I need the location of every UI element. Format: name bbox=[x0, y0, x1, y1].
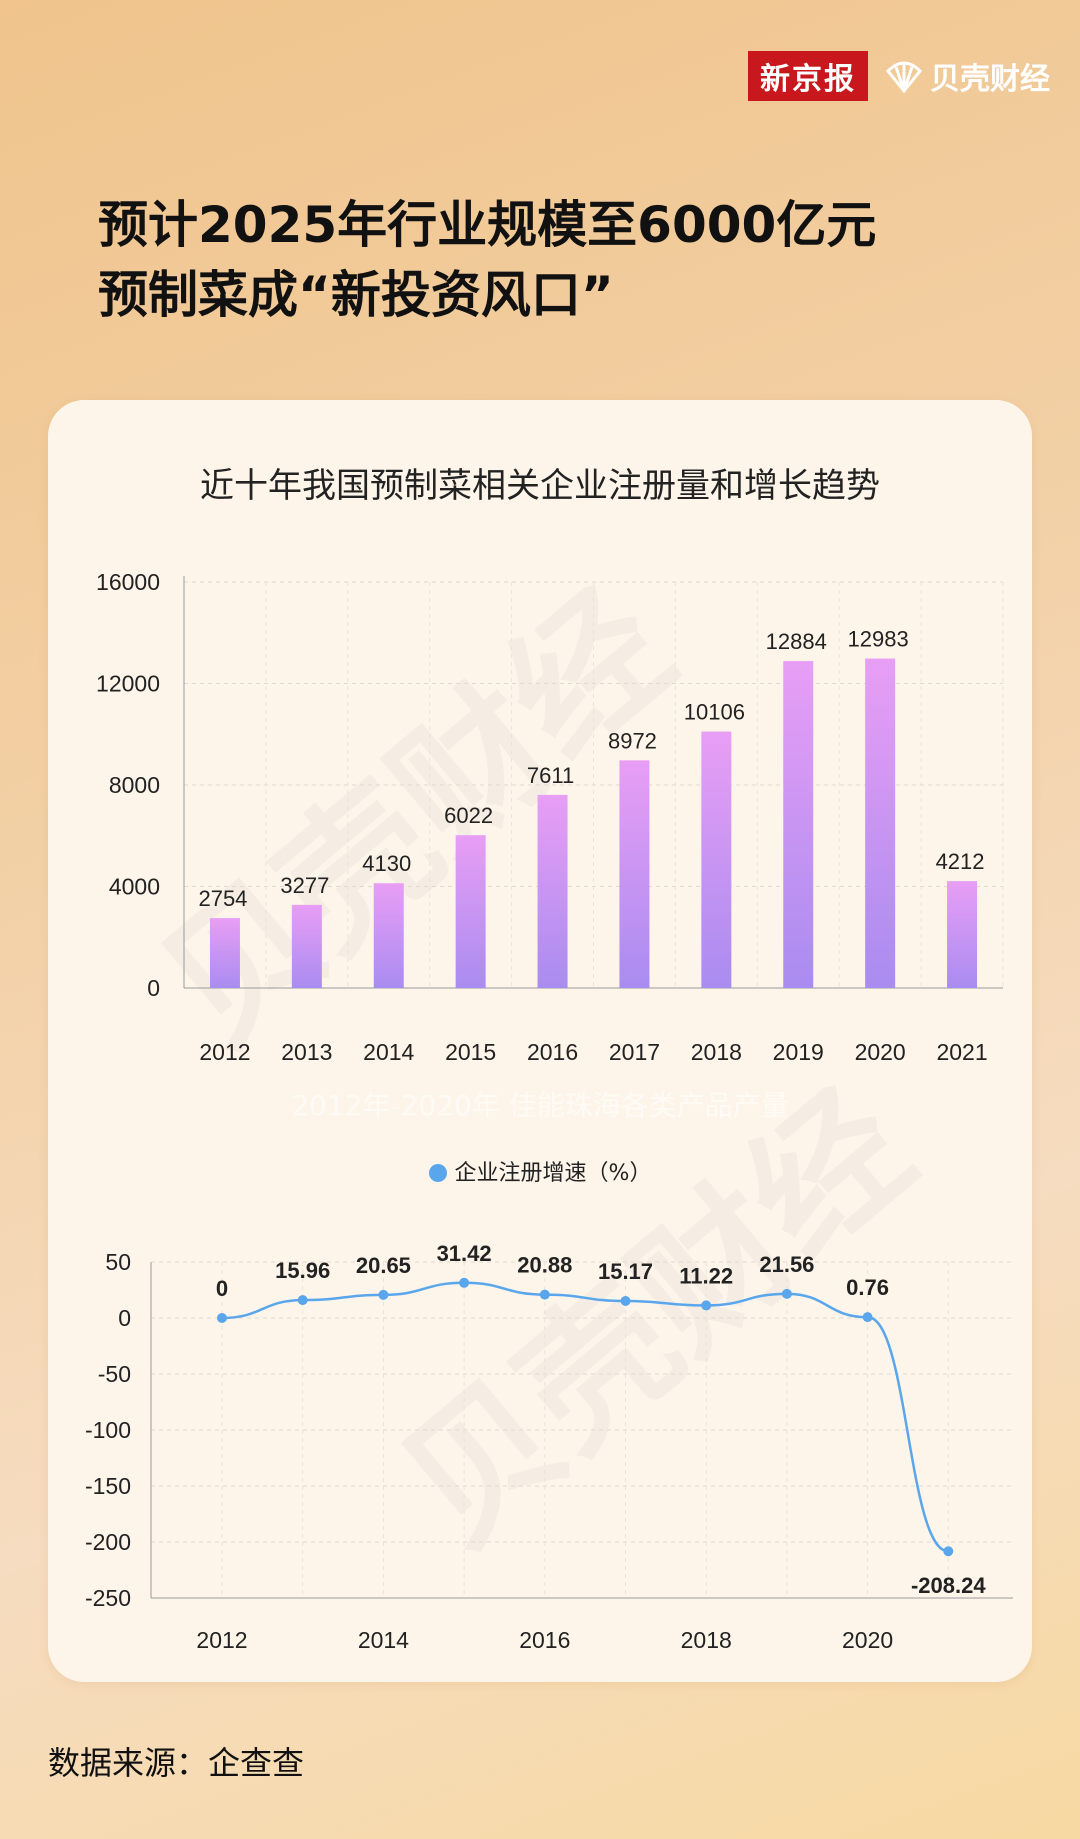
data-point bbox=[459, 1277, 470, 1288]
bar-value-label: 7611 bbox=[527, 763, 574, 788]
bar-value-label: 2754 bbox=[198, 886, 247, 911]
data-point bbox=[378, 1289, 389, 1300]
x-tick-label: 2020 bbox=[842, 1627, 893, 1653]
x-tick-label: 2016 bbox=[527, 1039, 578, 1065]
x-tick-label: 2012 bbox=[199, 1039, 250, 1065]
bar-chart-title: 近十年我国预制菜相关企业注册量和增长趋势 bbox=[200, 466, 880, 506]
xinjingbao-logo: 新京报 bbox=[748, 51, 868, 101]
y-tick-label: -150 bbox=[85, 1473, 131, 1499]
y-tick-label: -50 bbox=[98, 1361, 131, 1387]
point-value-label: 20.65 bbox=[356, 1253, 411, 1278]
data-point bbox=[539, 1289, 550, 1300]
bar bbox=[291, 904, 322, 988]
chart-card: 贝壳财经 贝壳财经 近十年我国预制菜相关企业注册量和增长趋势 0 4000 8000… bbox=[48, 400, 1032, 1682]
legend-dot-icon bbox=[428, 1164, 447, 1182]
x-tick-label: 2021 bbox=[936, 1039, 987, 1065]
data-point bbox=[297, 1295, 308, 1306]
beike-logo: 贝壳财经 bbox=[884, 54, 1050, 98]
legend-label: 企业注册增速（%） bbox=[454, 1161, 652, 1186]
x-tick-label: 2019 bbox=[773, 1039, 824, 1065]
x-tick-label: 2020 bbox=[855, 1039, 906, 1065]
data-point bbox=[943, 1546, 954, 1557]
beike-logo-text: 贝壳财经 bbox=[930, 62, 1050, 97]
x-tick-label: 2018 bbox=[691, 1039, 742, 1065]
point-value-label: 15.17 bbox=[598, 1259, 653, 1284]
faded-caption: 2012年-2020年 佳能珠海各类产品产量 bbox=[291, 1089, 789, 1122]
y-tick-label: 0 bbox=[147, 975, 160, 1001]
bar bbox=[947, 881, 978, 988]
bar bbox=[619, 760, 650, 988]
x-tick-label: 2013 bbox=[281, 1039, 332, 1065]
brand-logos: 新京报 贝壳财经 bbox=[748, 51, 1050, 101]
bar bbox=[455, 835, 486, 988]
bar-value-label: 10106 bbox=[684, 700, 745, 725]
y-tick-label: -250 bbox=[85, 1585, 131, 1611]
bar-value-label: 12884 bbox=[766, 629, 827, 654]
data-point bbox=[620, 1296, 631, 1307]
y-tick-label: -200 bbox=[85, 1529, 131, 1555]
bar bbox=[783, 661, 814, 988]
bar bbox=[701, 731, 732, 988]
line-legend: 企业注册增速（%） bbox=[48, 1155, 1032, 1187]
point-value-label: 15.96 bbox=[275, 1258, 330, 1283]
shell-icon bbox=[885, 61, 923, 94]
bar bbox=[537, 794, 568, 988]
point-value-label: 20.88 bbox=[517, 1253, 572, 1278]
x-tick-label: 2014 bbox=[358, 1627, 409, 1653]
y-tick-label: 12000 bbox=[96, 671, 160, 697]
y-tick-label: 0 bbox=[118, 1305, 131, 1331]
point-value-label: 11.22 bbox=[679, 1263, 733, 1288]
bar bbox=[865, 658, 896, 988]
page-title: 预计2025年行业规模至6000亿元 预制菜成“新投资风口” bbox=[98, 190, 876, 330]
y-tick-label: 4000 bbox=[109, 874, 160, 900]
bar-value-label: 6022 bbox=[444, 803, 493, 828]
x-tick-label: 2016 bbox=[519, 1627, 570, 1653]
bar-chart: 0 4000 8000 12000 16000 2754 2012 3277 2013 4130 2… bbox=[96, 569, 1004, 1065]
y-tick-label: -100 bbox=[85, 1417, 131, 1443]
y-tick-label: 16000 bbox=[96, 569, 160, 595]
bar bbox=[373, 883, 404, 988]
point-value-label: 0 bbox=[216, 1276, 228, 1301]
x-tick-label: 2014 bbox=[363, 1039, 414, 1065]
x-tick-label: 2015 bbox=[445, 1039, 496, 1065]
y-tick-label: 50 bbox=[105, 1249, 131, 1275]
title-line-1: 预计2025年行业规模至6000亿元 bbox=[98, 196, 877, 254]
data-point bbox=[862, 1312, 873, 1323]
point-value-label: 0.76 bbox=[846, 1275, 889, 1300]
x-tick-label: 2018 bbox=[681, 1627, 732, 1653]
bar-value-label: 4130 bbox=[362, 851, 411, 876]
bar bbox=[209, 918, 240, 988]
point-value-label: 21.56 bbox=[759, 1252, 814, 1277]
y-tick-label: 8000 bbox=[109, 772, 160, 798]
bar-value-label: 12983 bbox=[848, 627, 909, 652]
point-value-label: 31.42 bbox=[437, 1241, 492, 1266]
bar-value-label: 8972 bbox=[608, 728, 657, 753]
bar-value-label: 3277 bbox=[280, 873, 329, 898]
data-point bbox=[217, 1313, 227, 1323]
point-value-label: -208.24 bbox=[911, 1573, 986, 1598]
line-chart: 50 0 -50 -100 -150 -200 -250 2012 2014 2016 2018 20… bbox=[85, 1241, 1013, 1653]
title-line-2: 预制菜成“新投资风口” bbox=[98, 266, 614, 324]
bar-value-label: 4212 bbox=[936, 849, 985, 874]
series-line bbox=[221, 1281, 949, 1553]
x-tick-label: 2017 bbox=[609, 1039, 660, 1065]
data-point bbox=[701, 1300, 712, 1311]
x-tick-label: 2012 bbox=[196, 1627, 247, 1653]
data-source: 数据来源：企查查 bbox=[48, 1744, 305, 1782]
data-point bbox=[781, 1288, 792, 1299]
